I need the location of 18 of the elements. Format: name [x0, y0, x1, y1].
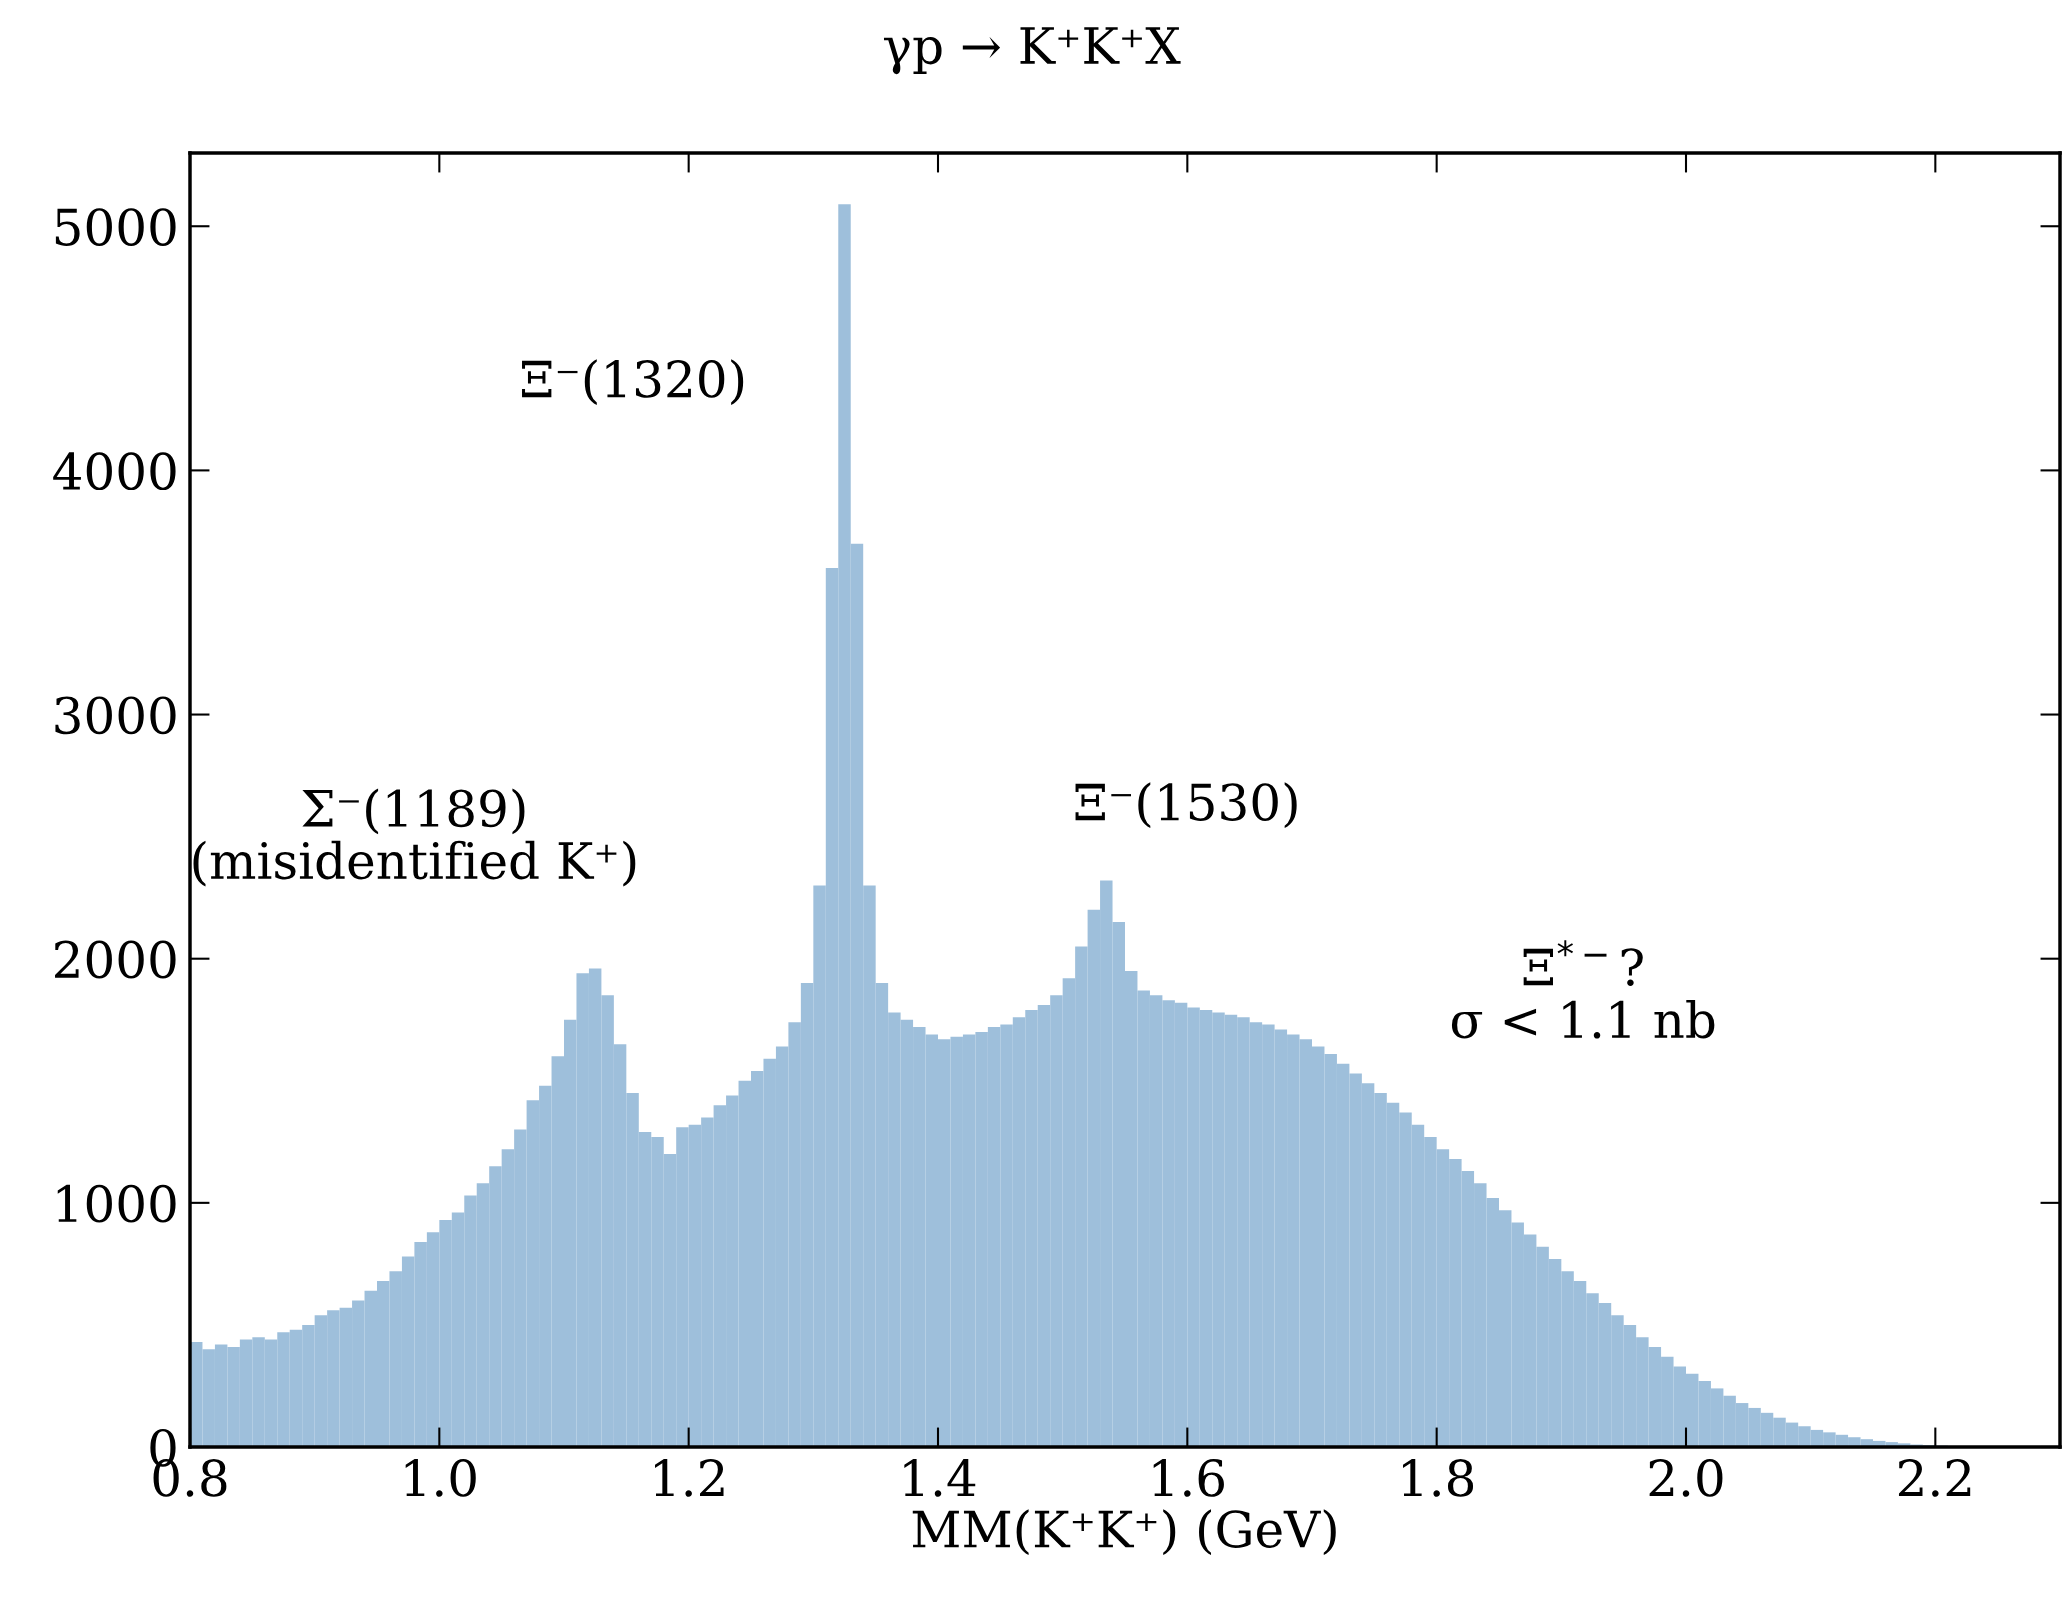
x-axis-title: MM(K⁺K⁺) (GeV)	[912, 1509, 1336, 1556]
y-tick-label: 4000	[53, 452, 176, 491]
annotation: Ξ⁻(1320)	[522, 359, 744, 405]
y-tick-label: 5000	[55, 208, 176, 246]
x-tick-label: 1.8	[1403, 1458, 1474, 1497]
x-tick-label: 2.0	[1649, 1458, 1723, 1497]
x-tick-label: 2.2	[1898, 1458, 1971, 1497]
x-tick-label: 1.4	[904, 1458, 976, 1497]
y-tick-label: 1000	[57, 1184, 176, 1223]
x-tick-label: 1.0	[405, 1458, 476, 1497]
chart-title: γp → K⁺K⁺X	[883, 27, 1181, 75]
annotation: Ξ$^{*−}$? σ < 1.1 nb	[1451, 940, 1715, 1039]
y-tick-label: 2000	[55, 940, 176, 979]
x-tick-label: 1.6	[1153, 1458, 1224, 1497]
x-tick-label: 1.2	[655, 1458, 724, 1497]
annotation: Ξ⁻(1530)	[1075, 782, 1297, 829]
annotation: Σ⁻(1189) (misidentified K⁺)	[193, 788, 636, 887]
y-tick-label: 3000	[55, 696, 176, 735]
